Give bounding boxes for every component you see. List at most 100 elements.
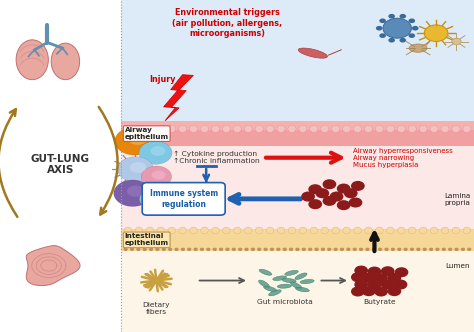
Ellipse shape	[300, 280, 314, 284]
Ellipse shape	[332, 125, 340, 132]
Ellipse shape	[114, 180, 152, 207]
Circle shape	[182, 248, 184, 250]
Ellipse shape	[332, 227, 339, 234]
Circle shape	[340, 248, 343, 250]
Circle shape	[143, 248, 146, 250]
Circle shape	[368, 281, 381, 289]
Ellipse shape	[269, 290, 281, 296]
Text: Environmental triggers
(air pollution, allergens,
microorganisms): Environmental triggers (air pollution, a…	[173, 8, 283, 38]
Ellipse shape	[288, 227, 296, 234]
Ellipse shape	[295, 273, 307, 280]
Ellipse shape	[397, 125, 405, 132]
Ellipse shape	[264, 286, 277, 291]
Circle shape	[201, 248, 203, 250]
Circle shape	[379, 19, 386, 23]
Bar	[121, 251, 474, 332]
Ellipse shape	[299, 125, 307, 132]
Ellipse shape	[343, 227, 350, 234]
Circle shape	[175, 248, 178, 250]
Ellipse shape	[375, 227, 383, 234]
Circle shape	[388, 274, 401, 282]
Ellipse shape	[179, 227, 186, 234]
Ellipse shape	[179, 125, 187, 132]
Ellipse shape	[223, 227, 230, 234]
Circle shape	[207, 248, 210, 250]
Text: Injury: Injury	[149, 75, 176, 84]
Ellipse shape	[201, 125, 209, 132]
Ellipse shape	[51, 43, 80, 80]
Ellipse shape	[259, 269, 272, 275]
Ellipse shape	[152, 171, 165, 180]
Circle shape	[296, 248, 299, 250]
Ellipse shape	[354, 227, 361, 234]
Ellipse shape	[343, 125, 351, 132]
Ellipse shape	[139, 141, 172, 164]
Circle shape	[252, 248, 255, 250]
Circle shape	[429, 248, 432, 250]
Text: Intestinal
epithelium: Intestinal epithelium	[125, 233, 169, 246]
Ellipse shape	[16, 40, 48, 80]
Ellipse shape	[277, 227, 285, 234]
Ellipse shape	[398, 227, 405, 234]
Circle shape	[375, 287, 387, 296]
Circle shape	[137, 248, 140, 250]
Circle shape	[452, 38, 461, 45]
Circle shape	[232, 248, 235, 250]
Ellipse shape	[441, 227, 449, 234]
Ellipse shape	[282, 279, 296, 283]
Circle shape	[394, 280, 407, 289]
Ellipse shape	[146, 227, 154, 234]
Ellipse shape	[387, 227, 394, 234]
Ellipse shape	[135, 227, 143, 234]
Ellipse shape	[222, 125, 230, 132]
Circle shape	[388, 38, 395, 42]
Circle shape	[424, 25, 448, 42]
Circle shape	[258, 248, 261, 250]
Text: Airway hyperresponsiveness
Airway narrowing
Mucus hyperplasia: Airway hyperresponsiveness Airway narrow…	[353, 148, 453, 168]
Circle shape	[302, 192, 314, 201]
Circle shape	[323, 197, 336, 205]
Ellipse shape	[139, 189, 170, 210]
Ellipse shape	[310, 125, 318, 132]
Ellipse shape	[409, 227, 416, 234]
Circle shape	[355, 266, 367, 275]
Ellipse shape	[273, 276, 287, 281]
Circle shape	[349, 198, 362, 207]
Circle shape	[410, 248, 413, 250]
Circle shape	[398, 248, 401, 250]
Circle shape	[388, 14, 395, 19]
Ellipse shape	[128, 133, 146, 145]
Circle shape	[226, 248, 229, 250]
Ellipse shape	[295, 287, 310, 292]
Circle shape	[379, 248, 382, 250]
Circle shape	[363, 274, 375, 282]
Ellipse shape	[118, 157, 154, 182]
Ellipse shape	[244, 125, 252, 132]
Ellipse shape	[321, 227, 328, 234]
Circle shape	[409, 33, 415, 38]
Circle shape	[455, 248, 458, 250]
Ellipse shape	[157, 125, 165, 132]
Polygon shape	[164, 75, 193, 121]
Ellipse shape	[365, 227, 372, 234]
Ellipse shape	[266, 227, 274, 234]
Circle shape	[194, 248, 197, 250]
Ellipse shape	[408, 125, 416, 132]
Circle shape	[376, 26, 383, 31]
Circle shape	[337, 201, 350, 209]
Circle shape	[404, 248, 407, 250]
Text: Gut microbiota: Gut microbiota	[256, 299, 312, 305]
Ellipse shape	[441, 125, 449, 132]
Bar	[121, 229, 474, 251]
Ellipse shape	[419, 227, 427, 234]
Bar	[121, 121, 474, 131]
Bar	[121, 130, 474, 146]
Circle shape	[352, 182, 364, 190]
Ellipse shape	[190, 227, 197, 234]
Circle shape	[366, 248, 369, 250]
Circle shape	[395, 268, 408, 277]
Circle shape	[417, 248, 420, 250]
Ellipse shape	[190, 125, 198, 132]
Text: Dietary
fibers: Dietary fibers	[143, 302, 170, 315]
Circle shape	[156, 248, 159, 250]
